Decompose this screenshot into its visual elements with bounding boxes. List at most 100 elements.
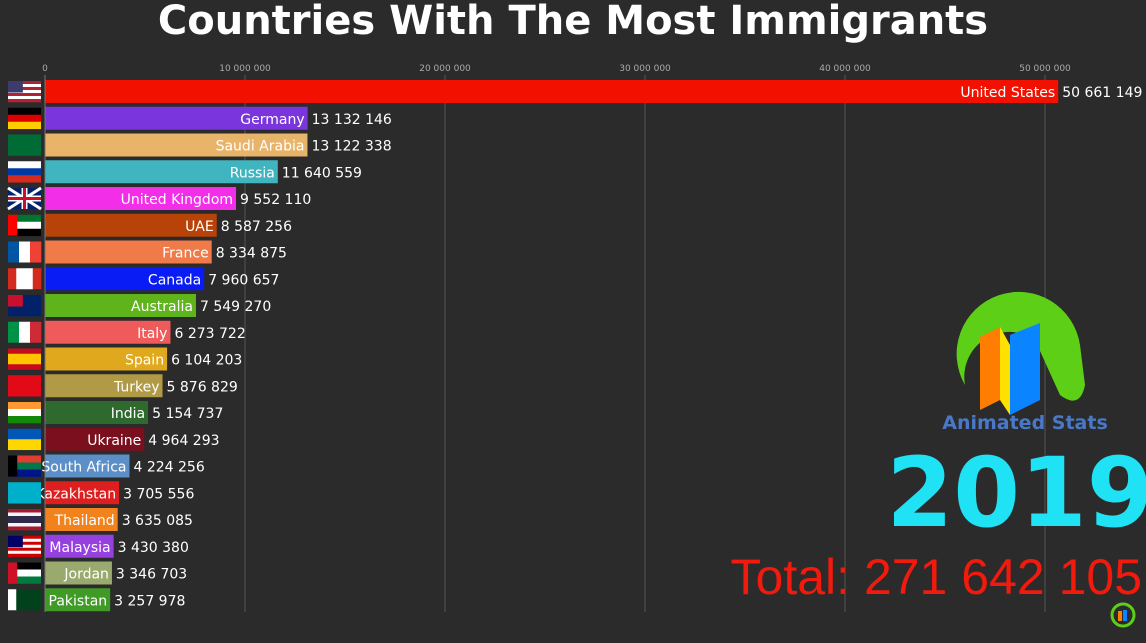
flag-stripe (8, 544, 41, 549)
flag-stripe (24, 268, 34, 290)
bar (45, 454, 130, 478)
flag-icon (8, 81, 41, 103)
bar-value-label: 4 224 256 (133, 460, 204, 476)
flag-icon (8, 562, 41, 584)
flag-stripe (8, 402, 41, 410)
flag-stripe (8, 175, 41, 183)
flag-stripe (30, 321, 42, 343)
bar-category-label: Ukraine (87, 433, 141, 449)
flag-stripe (8, 562, 41, 570)
flag-stripe (32, 268, 42, 290)
x-tick-label: 20 000 000 (419, 64, 471, 74)
flag-stripe (8, 228, 41, 237)
bar-value-label: 7 549 270 (200, 299, 271, 315)
bar-value-label: 3 257 978 (114, 593, 185, 609)
flag-stripe (8, 409, 41, 417)
flag-stripe (8, 428, 41, 440)
flag-hoist (8, 214, 18, 236)
flag-stripe (8, 268, 17, 290)
flag-icon (8, 134, 41, 156)
bar-category-label: Thailand (54, 513, 115, 529)
bar-value-label: 3 430 380 (118, 540, 189, 556)
bar-category-label: Jordan (63, 567, 109, 583)
flag-icon (8, 535, 41, 558)
flag-stripe (8, 589, 17, 611)
flag-icon (8, 455, 41, 477)
flag-icon (8, 509, 41, 531)
bar-value-label: 6 273 722 (174, 326, 245, 342)
flag-stripe (8, 168, 41, 176)
flag-stripe (8, 81, 41, 85)
flag-stripe (8, 90, 41, 94)
flag-stripe (8, 547, 41, 552)
flag-stripe (8, 526, 41, 531)
animated-stats-logo (956, 291, 1085, 415)
flag-canton (8, 535, 23, 548)
flag-stripe (8, 553, 41, 558)
bar (45, 508, 118, 531)
bar-category-label: Kazakhstan (35, 486, 116, 502)
bar-category-label: Saudi Arabia (216, 139, 305, 155)
bar-value-label: 3 705 556 (123, 486, 194, 502)
bar-category-label: United Kingdom (121, 192, 233, 208)
flag-stripe (8, 364, 41, 370)
x-tick-label: 10 000 000 (219, 64, 271, 74)
flag-stripe (8, 84, 41, 88)
flag-icon (8, 428, 41, 451)
x-tick-label: 30 000 000 (619, 64, 671, 74)
bar (45, 588, 111, 612)
flag-icon (8, 295, 41, 317)
flag-icon (8, 241, 42, 263)
bar-value-label: 6 104 203 (171, 353, 242, 369)
bar-category-label: India (111, 406, 145, 422)
bar-value-label: 8 334 875 (216, 246, 287, 262)
bar (45, 374, 163, 398)
flag-stripe (24, 589, 34, 611)
flag-stripe (8, 512, 41, 517)
flag-stripe (8, 107, 41, 116)
bar-value-label: 13 132 146 (312, 112, 392, 128)
bar (45, 401, 149, 424)
bar-value-label: 3 635 085 (122, 513, 193, 529)
flag-stripe (8, 509, 41, 513)
flag-icon (7, 186, 42, 211)
flag-stripe (8, 439, 41, 451)
flag-hoist (8, 562, 18, 584)
flag-icon (8, 268, 42, 290)
flag-stripe (8, 462, 41, 470)
bar-category-label: France (162, 246, 209, 262)
flag-stripe (19, 321, 31, 343)
bar (45, 267, 205, 291)
flag-stripe (19, 241, 31, 263)
bar-value-label: 9 552 110 (240, 192, 311, 208)
bar-value-label: 5 876 829 (167, 379, 238, 395)
flag-stripe (8, 569, 41, 577)
bar-category-label: Germany (240, 112, 304, 128)
bar-value-label: 3 346 703 (116, 567, 187, 583)
flag-stripe (8, 482, 41, 504)
flag-hoist (8, 455, 18, 477)
flag-canton (8, 81, 23, 93)
bar-category-label: Spain (125, 353, 164, 369)
bar (45, 240, 212, 264)
year-label: 2019 (886, 437, 1146, 549)
bar (45, 347, 168, 371)
watermark-logo-icon (1110, 602, 1136, 628)
flag-stripe (8, 121, 41, 130)
flag-stripe (8, 523, 41, 527)
chart-title: Countries With The Most Immigrants (157, 0, 989, 44)
flag-icon (8, 375, 41, 397)
bar (45, 534, 114, 558)
flag-icon (8, 214, 41, 237)
bar-category-label: Pakistan (49, 593, 108, 609)
bar-category-label: UAE (185, 219, 214, 235)
bar-value-label: 7 960 657 (208, 272, 279, 288)
flag-stripe (30, 241, 42, 263)
x-tick-label: 40 000 000 (819, 64, 871, 74)
bar-category-label: Turkey (113, 379, 160, 395)
flag-stripe (8, 96, 41, 100)
total-label: Total: 271 642 105 (730, 549, 1142, 605)
bar-category-label: Australia (131, 299, 193, 315)
flag-stripe (8, 519, 41, 524)
